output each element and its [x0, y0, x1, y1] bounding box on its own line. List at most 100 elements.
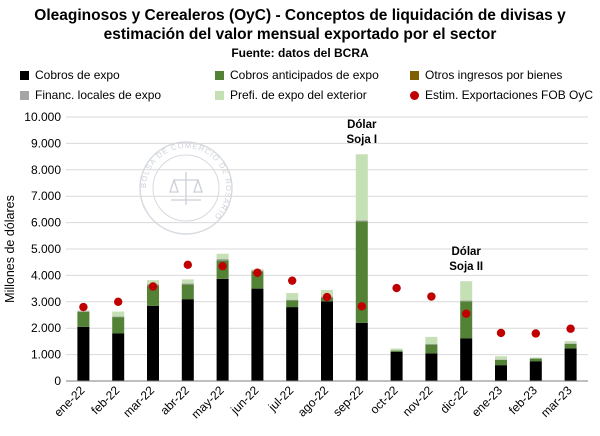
bar-segment: [460, 338, 473, 381]
bar-segment: [77, 311, 90, 312]
bar-segment: [77, 326, 90, 381]
bar-segment: [286, 307, 299, 381]
seal-outer-ring: [139, 141, 233, 235]
legend-swatch: [20, 71, 29, 80]
fob-point: [114, 297, 123, 306]
bar-segment: [564, 343, 577, 349]
chart-title: Oleaginosos y Cerealeros (OyC) - Concept…: [0, 6, 600, 44]
bar-segment: [355, 220, 368, 222]
bar-segment: [425, 344, 438, 345]
bar-segment: [181, 299, 194, 381]
bar-segment: [181, 279, 194, 284]
bar-segment: [495, 365, 507, 381]
fob-point: [462, 309, 471, 318]
x-tick-label: ene-23: [469, 383, 506, 420]
x-tick-label: nov-22: [400, 383, 436, 419]
bar-segment: [390, 348, 403, 351]
bar-segment: [112, 311, 125, 317]
x-tick-label: may-22: [189, 383, 227, 421]
bar-segment: [529, 361, 542, 381]
legend-swatch: [215, 71, 224, 80]
x-tick-label: mar-22: [120, 383, 157, 420]
fob-point: [357, 302, 366, 311]
x-tick-label: jul-22: [265, 383, 297, 415]
bar-segment: [77, 311, 90, 327]
x-tick-label: feb-23: [506, 383, 540, 417]
bar-segment: [495, 356, 507, 360]
fob-point: [79, 302, 88, 312]
annotation-line1: Dólar: [451, 246, 481, 258]
legend-label: Prefi. de expo del exterior: [230, 88, 367, 102]
bar-segment: [112, 317, 125, 334]
bar-segment: [251, 288, 264, 381]
bar-segment: [355, 221, 368, 323]
bcr-seal-watermark: BOLSA DE COMERCIO DE ROSARIO: [139, 141, 233, 235]
bar-segment: [529, 358, 542, 362]
y-tick-label: 6.000: [31, 216, 61, 230]
fob-point: [427, 292, 436, 301]
fob-point: [288, 276, 297, 285]
y-tick-label: 10.000: [24, 110, 61, 124]
x-tick-label: sep-22: [330, 383, 366, 419]
x-tick-label: feb-22: [88, 383, 122, 417]
bar-segment: [425, 344, 438, 354]
chart-title-line1: Oleaginosos y Cerealeros (OyC) - Concept…: [34, 7, 566, 24]
y-tick-labels: 0 1.000 2.000 3.000 4.000 5.000 6.000 7.000 8.00…: [24, 110, 61, 388]
bar-segment: [321, 301, 333, 381]
y-tick-label: 2.000: [31, 321, 61, 335]
bar-segment: [216, 253, 229, 260]
bar-segment: [460, 301, 473, 339]
y-tick-label: 3.000: [31, 295, 61, 309]
legend-label: Otros ingresos por bienes: [425, 68, 563, 82]
annotations: Dólar Soja I Dólar Soja II: [346, 119, 483, 273]
legend-label: Cobros de expo: [35, 68, 120, 82]
bar-segment: [390, 351, 403, 381]
y-axis-label: Millones de dólares: [3, 195, 17, 303]
legend-dot: [410, 91, 419, 100]
x-tick-label: oct-22: [367, 383, 401, 417]
bar-segment: [564, 343, 577, 344]
chart-legend: Cobros de expo Cobros anticipados de exp…: [0, 68, 600, 106]
bar-segment: [147, 280, 159, 285]
y-tick-label: 0: [54, 374, 61, 388]
bar-segment: [147, 305, 159, 381]
x-tick-label: dic-22: [437, 383, 470, 416]
bar-stacks: [77, 154, 577, 381]
bar-segment: [286, 299, 299, 301]
annotation-line1: Dólar: [347, 119, 377, 131]
bar-segment: [495, 359, 507, 360]
y-tick-label: 5.000: [31, 242, 61, 256]
bar-segment: [286, 293, 299, 300]
bar-segment: [460, 281, 473, 301]
bar-segment: [390, 350, 403, 351]
legend-label: Estim. Exportaciones FOB OyC: [425, 88, 594, 102]
fob-point: [566, 324, 575, 333]
y-tick-label: 1.000: [31, 348, 61, 362]
bar-segment: [529, 357, 542, 359]
fob-point: [183, 260, 192, 270]
legend-label: Cobros anticipados de expo: [230, 68, 379, 82]
fob-point: [148, 282, 158, 291]
fob-point: [322, 292, 332, 302]
bar-segment: [216, 278, 229, 381]
annotation-line2: Soja I: [346, 134, 377, 146]
bar-segment: [112, 333, 125, 381]
bar-segment: [181, 284, 194, 300]
x-tick-label: mar-23: [538, 383, 575, 420]
bar-segment: [564, 348, 577, 381]
bar-segment: [355, 154, 368, 221]
x-tick-label: abr-22: [157, 383, 192, 418]
bar-segment: [147, 285, 159, 306]
legend-swatch: [215, 91, 224, 100]
fob-points: [79, 260, 575, 338]
fob-point: [392, 283, 401, 293]
bar-segment: [251, 271, 264, 289]
x-tick-label: jun-22: [227, 383, 261, 417]
bar-segment: [181, 283, 194, 285]
bar-segment: [286, 300, 299, 308]
legend-swatch: [20, 91, 29, 100]
bar-segment: [216, 259, 229, 261]
seal-emblem: [169, 172, 203, 205]
